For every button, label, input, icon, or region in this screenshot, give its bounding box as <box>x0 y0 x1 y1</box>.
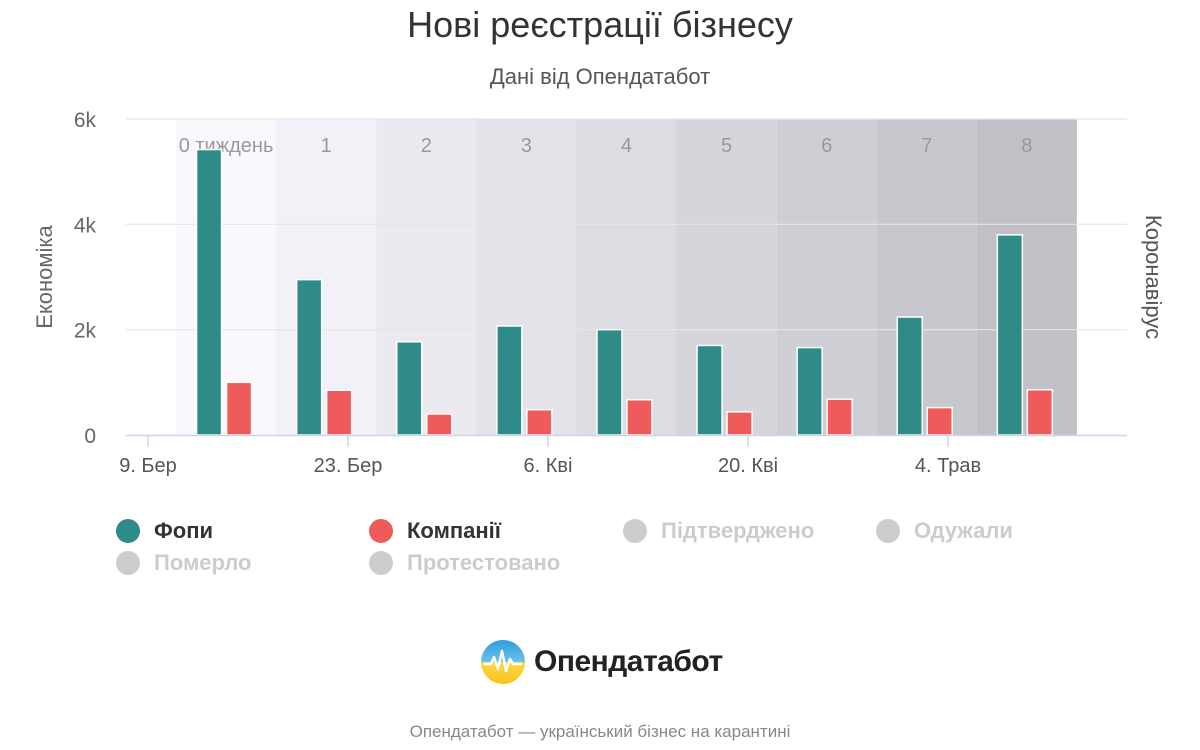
bar-chart: 0 2k 4k 6k 0 тиждень 1 2 3 4 5 6 7 8 9. Бер 23. Бер 6. … <box>32 109 1166 477</box>
y-tick-label: 6k <box>74 109 97 132</box>
week-band <box>376 119 477 435</box>
bar-companies <box>1026 388 1054 436</box>
x-tick-label: 6. Кві <box>524 455 573 477</box>
brand-logo: Опендатабот <box>480 636 723 688</box>
chart-title: Нові реєстрації бізнесу <box>407 4 793 45</box>
footer-caption: Опендатабот — український бізнес на кара… <box>409 722 791 741</box>
bar-companies <box>726 411 753 436</box>
legend-label: Одужали <box>914 518 1013 543</box>
legend-label: Померло <box>154 550 252 575</box>
y-axis-title-right: Коронавірус <box>1141 215 1166 339</box>
chart-subtitle: Дані від Опендатабот <box>489 64 711 89</box>
week-label: 0 тиждень <box>179 135 274 157</box>
bar-fop <box>796 346 823 436</box>
bar-fop <box>496 325 523 436</box>
y-tick-label: 4k <box>74 214 97 237</box>
week-label: 7 <box>921 135 932 157</box>
y-axis-title: Економіка <box>32 224 57 328</box>
y-tick-label: 0 <box>84 425 96 448</box>
week-band <box>476 119 577 435</box>
legend-dot-icon <box>876 519 900 543</box>
week-band <box>676 119 777 435</box>
legend-item-confirmed[interactable]: Підтверджено <box>623 515 814 547</box>
legend-dot-icon <box>369 551 393 575</box>
week-label: 6 <box>821 135 832 157</box>
bar-companies <box>325 389 353 436</box>
bar-companies <box>426 413 453 436</box>
bar-fop <box>195 148 223 436</box>
bar-companies <box>926 406 953 436</box>
x-tick-label: 9. Бер <box>119 455 177 477</box>
legend-dot-icon <box>623 519 647 543</box>
week-label: 4 <box>621 135 632 157</box>
x-tick-label: 4. Трав <box>915 455 981 477</box>
y-tick-label: 2k <box>74 320 97 343</box>
week-label: 8 <box>1021 135 1032 157</box>
legend-item-recovered[interactable]: Одужали <box>876 515 1013 547</box>
legend-item-fop[interactable]: Фопи <box>116 515 213 547</box>
logo-text: Опендатабот <box>534 645 723 678</box>
x-tick-label: 20. Кві <box>718 455 778 477</box>
bar-fop <box>896 316 923 436</box>
bar-fop <box>295 278 323 436</box>
legend: Фопи Компанії Підтверджено Одужали Помер… <box>0 510 1200 590</box>
legend-dot-icon <box>116 551 140 575</box>
week-band <box>876 119 977 435</box>
week-band <box>576 119 677 435</box>
legend-item-died[interactable]: Померло <box>116 547 252 579</box>
legend-label: Компанії <box>407 518 501 543</box>
bar-companies <box>526 408 553 436</box>
legend-item-tested[interactable]: Протестовано <box>369 547 560 579</box>
week-label: 2 <box>421 135 432 157</box>
legend-dot-icon <box>369 519 393 543</box>
week-band <box>276 119 377 435</box>
bar-fop <box>596 328 623 436</box>
week-label: 5 <box>721 135 732 157</box>
week-band <box>776 119 877 435</box>
week-band <box>976 119 1077 435</box>
x-tick-label: 23. Бер <box>314 455 383 477</box>
week-label: 1 <box>321 135 332 157</box>
bar-fop <box>996 234 1024 436</box>
bar-companies <box>626 398 653 436</box>
bar-fop <box>396 341 423 436</box>
bar-companies <box>826 398 853 436</box>
legend-label: Підтверджено <box>661 518 815 543</box>
legend-label: Протестовано <box>407 550 561 575</box>
legend-dot-icon <box>116 519 140 543</box>
legend-label: Фопи <box>154 518 214 543</box>
legend-item-companies[interactable]: Компанії <box>369 515 501 547</box>
bar-fop <box>696 344 723 436</box>
week-label: 3 <box>521 135 532 157</box>
bar-companies <box>225 381 253 436</box>
opendatabot-logo-icon <box>481 640 525 684</box>
